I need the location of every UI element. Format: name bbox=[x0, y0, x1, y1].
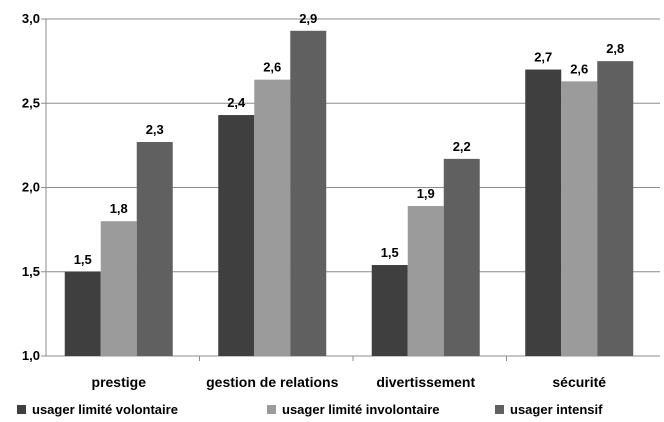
data-label: 2,6 bbox=[263, 60, 281, 75]
bar bbox=[525, 69, 562, 357]
bar bbox=[136, 142, 173, 356]
data-label: 2,4 bbox=[227, 95, 246, 110]
x-category-label: gestion de relations bbox=[206, 374, 338, 390]
bar bbox=[597, 61, 634, 356]
x-category-label: sécurité bbox=[552, 374, 606, 390]
data-label: 1,9 bbox=[417, 186, 435, 201]
data-label: 1,5 bbox=[74, 252, 92, 267]
legend-swatch bbox=[267, 405, 276, 414]
legend-label: usager limité involontaire bbox=[282, 402, 440, 417]
data-label: 2,6 bbox=[570, 61, 588, 76]
x-category-label: divertissement bbox=[376, 374, 475, 390]
legend-swatch bbox=[17, 405, 26, 414]
y-tick-label: 1,0 bbox=[22, 348, 40, 363]
data-label: 2,3 bbox=[146, 122, 164, 137]
bar bbox=[100, 221, 137, 356]
data-label: 2,7 bbox=[534, 50, 552, 65]
data-label: 2,9 bbox=[299, 11, 317, 26]
bar bbox=[218, 115, 255, 356]
bar bbox=[561, 81, 598, 356]
data-label: 1,8 bbox=[110, 201, 128, 216]
data-label: 2,2 bbox=[453, 139, 471, 154]
y-tick-label: 2,0 bbox=[22, 180, 40, 195]
bar bbox=[407, 206, 444, 356]
bar bbox=[254, 79, 291, 356]
y-tick-label: 3,0 bbox=[22, 11, 40, 26]
legend-label: usager intensif bbox=[510, 402, 603, 417]
bar bbox=[64, 271, 101, 356]
bar bbox=[443, 158, 480, 356]
x-category-label: prestige bbox=[92, 374, 147, 390]
legend-label: usager limité volontaire bbox=[32, 402, 178, 417]
data-label: 2,8 bbox=[606, 41, 624, 56]
bar bbox=[371, 265, 408, 356]
legend-swatch bbox=[495, 405, 504, 414]
y-tick-label: 2,5 bbox=[22, 95, 40, 110]
data-label: 1,5 bbox=[381, 245, 399, 260]
y-tick-label: 1,5 bbox=[22, 264, 40, 279]
bar bbox=[290, 30, 327, 356]
